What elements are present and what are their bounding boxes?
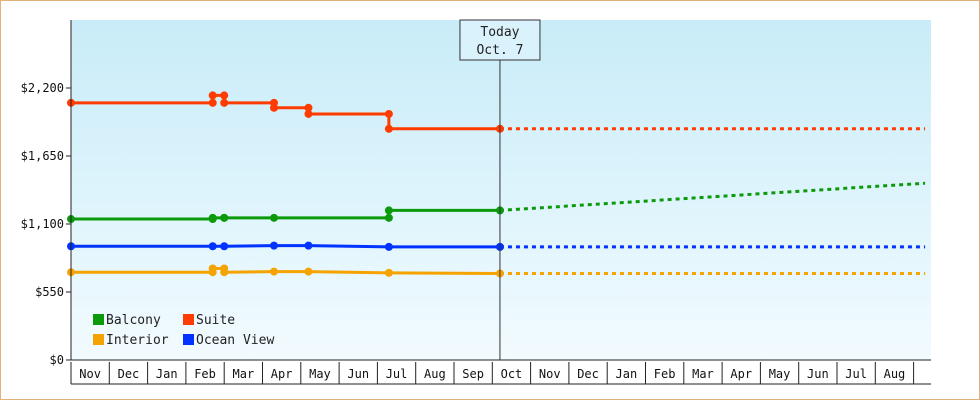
month-label: Nov	[539, 367, 561, 381]
month-label: Aug	[884, 367, 906, 381]
series-line-ocean-view	[71, 244, 500, 249]
month-label: Jul	[386, 367, 408, 381]
month-label: Jun	[347, 367, 369, 381]
month-label: Dec	[118, 367, 140, 381]
y-tick-label: $1,650	[21, 149, 64, 163]
month-label: Dec	[577, 367, 599, 381]
data-point-balcony	[384, 206, 393, 215]
forecast-line-balcony	[499, 181, 926, 212]
data-point-interior	[269, 267, 278, 276]
y-tick-label: $0	[50, 353, 64, 367]
legend-swatch	[93, 314, 104, 325]
month-label: May	[769, 367, 791, 381]
legend-swatch	[183, 314, 194, 325]
today-box	[459, 19, 541, 61]
legend-label: Balcony	[106, 313, 161, 328]
data-point-balcony	[269, 213, 278, 222]
data-point-suite	[384, 124, 393, 133]
data-point-suite	[208, 98, 217, 107]
data-point-balcony	[208, 213, 217, 222]
legend-label: Suite	[196, 313, 235, 328]
data-point-ocean-view	[208, 242, 217, 251]
data-point-interior	[304, 267, 313, 276]
data-point-suite	[220, 98, 229, 107]
data-point-suite	[384, 109, 393, 118]
data-point-suite	[208, 91, 217, 100]
data-point-suite	[269, 103, 278, 112]
legend-label: Interior	[106, 333, 169, 348]
data-point-suite	[220, 91, 229, 100]
month-label: Feb	[194, 367, 216, 381]
month-label: May	[309, 367, 331, 381]
month-label: Sep	[462, 367, 484, 381]
month-label: Aug	[424, 367, 446, 381]
plot-area	[71, 20, 931, 360]
data-point-interior	[384, 268, 393, 277]
month-label: Mar	[692, 367, 714, 381]
data-point-ocean-view	[384, 242, 393, 251]
data-point-ocean-view	[304, 241, 313, 250]
data-point-balcony	[220, 213, 229, 222]
month-label: Jun	[807, 367, 829, 381]
data-point-interior	[220, 268, 229, 277]
y-tick-label: $550	[35, 285, 64, 299]
y-tick-label: $1,100	[21, 217, 64, 231]
legend-swatch	[183, 334, 194, 345]
month-label: Feb	[654, 367, 676, 381]
month-label: Jul	[845, 367, 867, 381]
month-label: Apr	[271, 367, 293, 381]
today-label: Today	[480, 25, 519, 40]
month-label: Nov	[79, 367, 101, 381]
data-point-balcony	[384, 213, 393, 222]
y-tick-label: $2,200	[21, 81, 64, 95]
data-point-suite	[304, 109, 313, 118]
legend-swatch	[93, 334, 104, 345]
month-label: Mar	[233, 367, 255, 381]
data-point-ocean-view	[269, 241, 278, 250]
month-label: Oct	[501, 367, 523, 381]
today-date: Oct. 7	[476, 43, 523, 58]
month-label: Jan	[156, 367, 178, 381]
data-point-suite	[304, 103, 313, 112]
legend-label: Ocean View	[196, 333, 274, 348]
data-point-interior	[208, 264, 217, 273]
month-label: Apr	[730, 367, 752, 381]
month-label: Jan	[616, 367, 638, 381]
data-point-ocean-view	[220, 242, 229, 251]
